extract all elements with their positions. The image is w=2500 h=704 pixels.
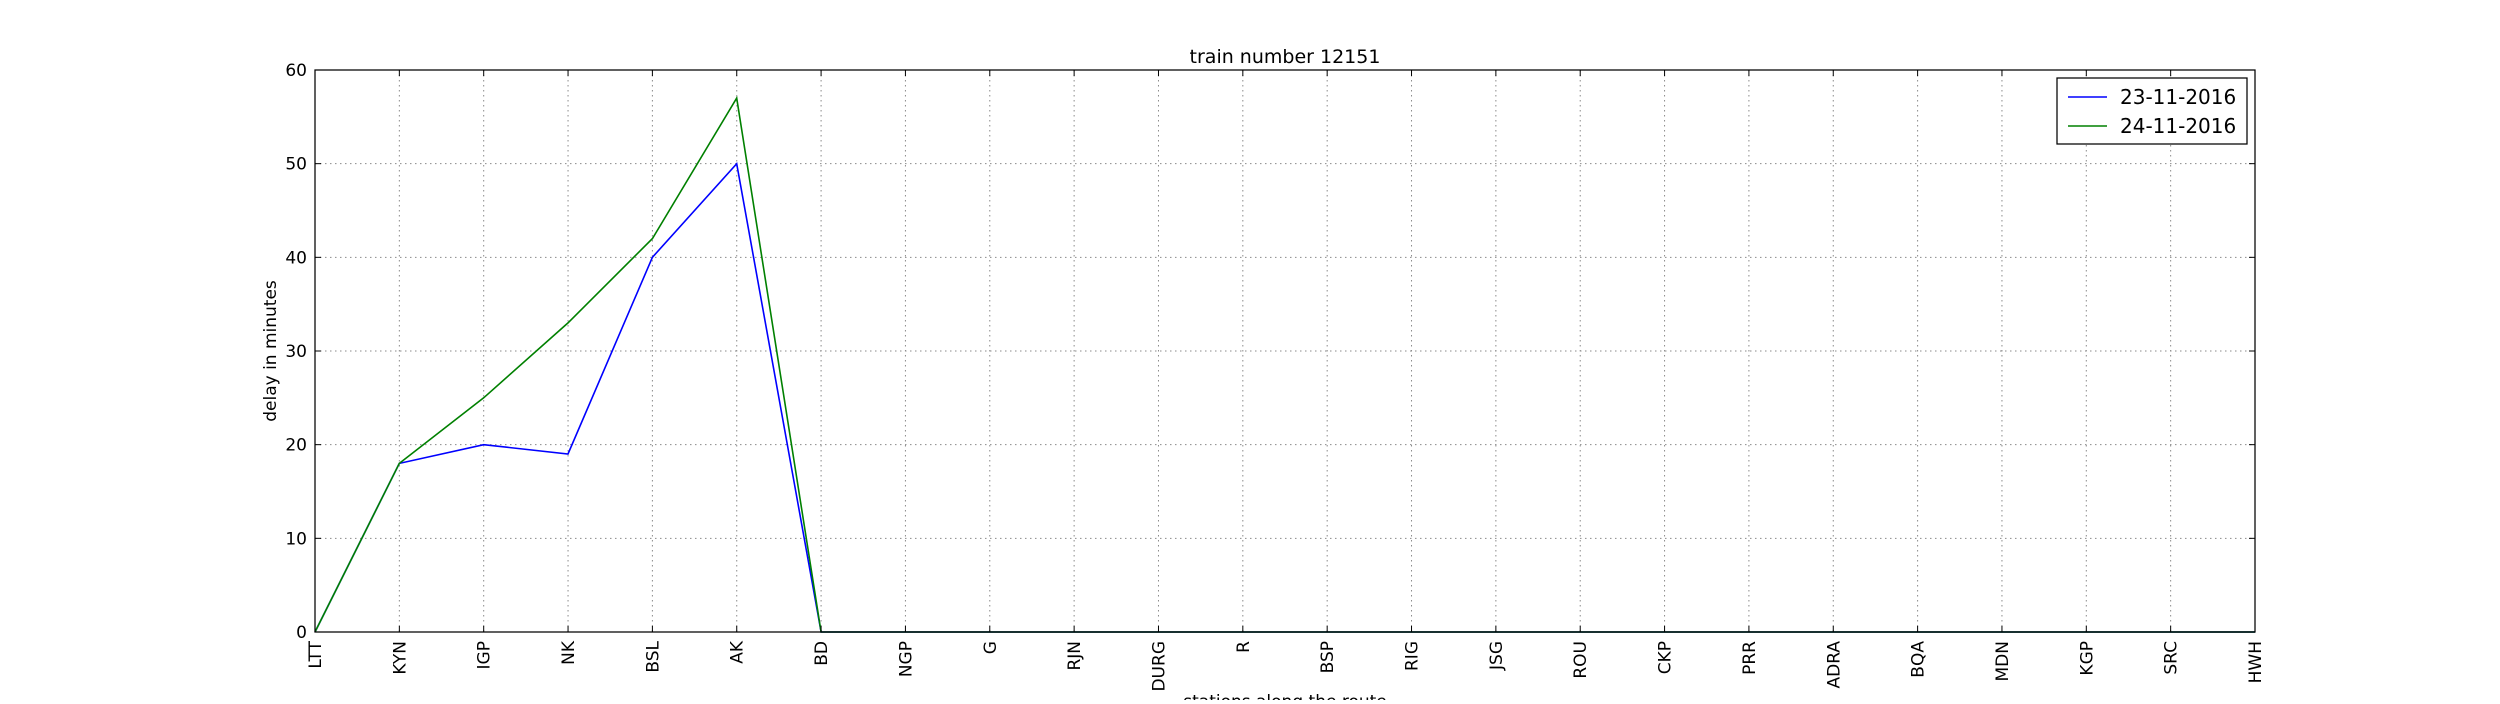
x-tick-label: BSP: [1318, 641, 1338, 673]
x-tick-label: KYN: [390, 641, 410, 675]
series-layer: [315, 98, 2255, 632]
x-axis-label: stations along the route: [1183, 692, 1387, 700]
x-tick-label: BQA: [1909, 641, 1929, 678]
grid-layer: [315, 70, 2255, 632]
x-tick-label: G: [981, 641, 1001, 654]
x-tick-label: JSG: [1487, 641, 1507, 671]
x-tick-label: R: [1234, 641, 1254, 653]
x-tick-label: ADRA: [1824, 641, 1844, 689]
x-tick-label: HWH: [2246, 641, 2266, 683]
y-tick-label: 60: [285, 61, 307, 81]
x-tick-label: PRR: [1740, 641, 1760, 675]
label-layer: train number 12151 delay in minutes stat…: [261, 46, 1387, 700]
x-tick-label: MDN: [1993, 641, 2013, 681]
x-tick-label: IGP: [475, 641, 495, 669]
x-tick-label: NGP: [896, 641, 916, 677]
y-tick-label: 20: [285, 436, 307, 456]
x-tick-label: ROU: [1571, 641, 1591, 679]
y-tick-label: 30: [285, 342, 307, 362]
y-tick-label: 0: [296, 623, 307, 643]
legend: 23-11-2016 24-11-2016: [2057, 78, 2247, 144]
y-axis-label: delay in minutes: [261, 280, 281, 422]
y-tick-label: 10: [285, 529, 307, 549]
y-tick-label: 40: [285, 248, 307, 268]
x-tick-label: BSL: [643, 640, 663, 672]
chart-title: train number 12151: [1190, 46, 1381, 68]
x-tick-label: BD: [812, 641, 832, 666]
x-tick-label: LTT: [306, 640, 326, 668]
x-tick-label: NK: [559, 640, 579, 665]
x-tick-label: AK: [728, 640, 748, 664]
x-tick-label: RJN: [1065, 641, 1085, 671]
legend-label-1: 23-11-2016: [2120, 85, 2236, 109]
tick-layer: LTT KYN IGP NK BSL AK BD NGP G RJN DURG R BSP RIG JSG R…: [285, 61, 2266, 692]
series-line-1: [315, 164, 2255, 632]
x-tick-label: CKP: [1656, 641, 1676, 674]
x-tick-label: SRC: [2162, 641, 2182, 675]
legend-label-2: 24-11-2016: [2120, 114, 2236, 138]
x-tick-label: DURG: [1149, 641, 1169, 692]
x-tick-label: RIG: [1403, 641, 1423, 671]
y-tick-label: 50: [285, 155, 307, 175]
x-tick-label: KGP: [2077, 641, 2097, 676]
